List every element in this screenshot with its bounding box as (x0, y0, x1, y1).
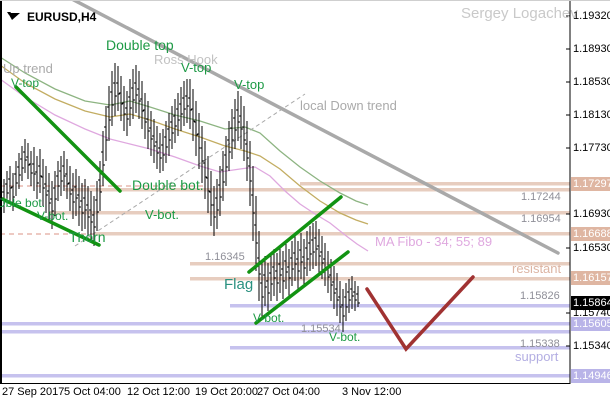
time-axis-label: 27 Sep 2017 (2, 386, 65, 398)
price-axis-label-highlighted: 1.15605 (571, 317, 610, 331)
price-axis-label: 1.16530 (573, 242, 610, 254)
price-axis-label: 1.19320 (573, 10, 610, 22)
time-axis-label: 5 Oct 04:00 (64, 386, 121, 398)
support-level-line (0, 330, 570, 334)
ma-55-line (0, 64, 369, 225)
main-down-trendline (71, 1, 560, 255)
label-double-bot: Double bot. (132, 177, 204, 193)
price-axis-label: 1.15340 (573, 340, 610, 352)
label-v-bot-4: V-bot. (329, 330, 361, 344)
resistance-level-line (300, 182, 570, 186)
price-axis-label-highlighted: 1.15864 (571, 296, 610, 310)
price-axis-label: 1.18530 (573, 76, 610, 88)
price-note-116345: 1.16345 (205, 251, 245, 263)
ma-89-line (0, 78, 369, 252)
time-axis-label: 27 Oct 04:00 (257, 386, 320, 398)
price-axis-label: 1.18130 (573, 109, 610, 121)
resistance-level-line (190, 262, 570, 266)
bearish-v-projection (365, 275, 475, 352)
time-axis-label: 19 Oct 20:00 (195, 386, 258, 398)
price-axis-label: 1.16930 (573, 208, 610, 220)
label-up-trend: Up trend (3, 61, 53, 76)
label-v-bot-1: V-bot. (37, 209, 69, 223)
support-level-line (230, 304, 570, 308)
resistance-level-line (50, 211, 570, 215)
symbol-header: EURUSD,H4 (7, 10, 96, 24)
label-resistant: resistant (512, 261, 562, 276)
label-local-down-trend: local Down trend (300, 98, 397, 113)
label-thorn: Thorn (69, 229, 106, 245)
price-axis-label-highlighted: 1.16688 (571, 227, 610, 241)
price-note-115826: 1.15826 (520, 290, 560, 302)
price-note-115534: 1.15534 (301, 323, 341, 335)
label-double-top: Double top (106, 37, 174, 53)
price-axis[interactable]: 1.19320 1.18930 1.18530 1.18130 1.17730 1.169… (571, 1, 610, 385)
resistance-level-line (65, 188, 570, 192)
green-down-line-b (0, 196, 101, 247)
label-ma-fibo: MA Fibo - 34; 55; 89 (375, 234, 493, 249)
support-level-line (0, 322, 570, 326)
label-v-top-left: V-top (11, 76, 40, 90)
ma-34-line (0, 56, 369, 206)
resistance-level-line (190, 277, 570, 281)
chart-canvas[interactable] (0, 1, 571, 385)
label-dble-bot: Dble bot. (0, 196, 46, 210)
label-v-bot-3: V-bot. (253, 311, 285, 325)
symbol-arrow-icon (7, 11, 20, 20)
label-ross-hook: Ross Hook (154, 52, 218, 67)
time-axis[interactable]: 27 Sep 2017 5 Oct 04:00 12 Oct 12:00 19 Oct… (0, 386, 610, 400)
time-axis-label: 12 Oct 12:00 (127, 386, 190, 398)
price-axis-label-highlighted: 1.17297 (571, 177, 610, 191)
label-v-top-mid: V-top (181, 60, 212, 75)
support-level-line (230, 346, 570, 350)
price-axis-label: 1.15740 (573, 307, 610, 319)
resistance-level-line (95, 232, 570, 236)
green-down-line-a (14, 85, 122, 193)
price-axis-label: 1.18930 (573, 43, 610, 55)
label-v-top-right: V-top (234, 77, 265, 92)
watermark-author: Sergey Logachev (461, 5, 578, 22)
label-support: support (515, 349, 559, 364)
price-axis-label: 1.17730 (573, 142, 610, 154)
price-note-115338: 1.15338 (520, 338, 560, 350)
label-v-bot-2: V-bot. (145, 207, 179, 222)
symbol-title: EURUSD,H4 (27, 10, 97, 24)
price-axis-label-highlighted: 1.14946 (571, 369, 610, 383)
price-note-116954: 1.16954 (521, 213, 561, 225)
price-note-117244: 1.17244 (521, 191, 561, 203)
broken-up-trendline (74, 93, 306, 247)
flag-lower-line (254, 250, 350, 325)
support-level-line (0, 374, 570, 378)
label-flag: Flag (224, 276, 254, 293)
price-axis-label-highlighted: 1.16157 (571, 271, 610, 285)
price-bars (2, 63, 360, 332)
time-axis-label: 3 Nov 12:00 (342, 386, 402, 398)
flag-upper-line (247, 195, 343, 274)
